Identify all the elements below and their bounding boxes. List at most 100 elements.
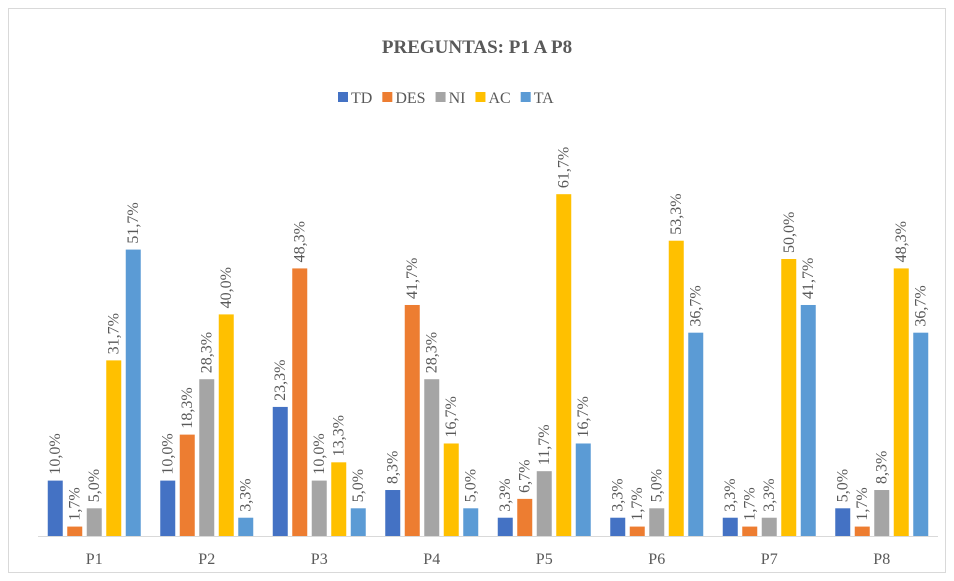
- legend-label: NI: [449, 90, 466, 107]
- bar: [913, 332, 929, 536]
- bar: [47, 480, 63, 536]
- x-tick-label: P3: [311, 551, 328, 568]
- bar: [800, 304, 816, 536]
- data-label: 53,3%: [668, 193, 685, 234]
- bar: [874, 490, 890, 536]
- bar: [424, 379, 440, 536]
- x-tick-label: P8: [873, 551, 890, 568]
- bar: [893, 268, 909, 536]
- legend-label: TD: [351, 90, 372, 107]
- bar: [781, 259, 797, 536]
- data-label: 5,0%: [350, 469, 367, 502]
- bar: [536, 471, 552, 536]
- bar: [86, 508, 102, 536]
- bar: [350, 508, 366, 536]
- bar: [125, 249, 141, 536]
- data-label: 40,0%: [218, 267, 235, 308]
- data-label: 1,7%: [854, 487, 871, 520]
- data-label: 41,7%: [800, 258, 817, 299]
- legend-swatch: [435, 92, 446, 102]
- x-tick-label: P1: [86, 551, 103, 568]
- legend-swatch: [520, 92, 531, 102]
- data-label: 3,3%: [722, 478, 739, 511]
- legend-label: DES: [395, 90, 425, 107]
- data-label: 11,7%: [536, 424, 553, 465]
- legend-swatch: [475, 92, 486, 102]
- data-label: 3,3%: [761, 478, 778, 511]
- bar: [463, 508, 479, 536]
- data-label: 31,7%: [106, 313, 123, 354]
- bar: [199, 379, 215, 536]
- legend-swatch: [382, 92, 393, 102]
- bar: [649, 508, 665, 536]
- bar: [272, 406, 288, 536]
- data-label: 5,0%: [835, 469, 852, 502]
- bar: [331, 462, 347, 536]
- bar: [311, 480, 327, 536]
- x-tick-label: P6: [648, 551, 665, 568]
- data-label: 28,3%: [199, 332, 216, 373]
- bar: [179, 434, 195, 536]
- data-label: 3,3%: [497, 478, 514, 511]
- data-label: 50,0%: [781, 212, 798, 253]
- legend-label: AC: [488, 90, 510, 107]
- data-label: 3,3%: [238, 478, 255, 511]
- legend-label: TA: [534, 90, 554, 107]
- data-label: 8,3%: [874, 451, 891, 484]
- data-label: 36,7%: [688, 285, 705, 326]
- data-label: 16,7%: [575, 396, 592, 437]
- bar: [610, 517, 626, 536]
- data-label: 10,0%: [47, 433, 64, 474]
- data-label: 23,3%: [272, 360, 289, 401]
- bar: [517, 498, 533, 536]
- legend-swatch: [338, 92, 348, 102]
- data-label: 48,3%: [893, 221, 910, 262]
- data-label: 5,0%: [86, 469, 103, 502]
- data-label: 3,3%: [610, 478, 627, 511]
- x-tick-label: P7: [761, 551, 778, 568]
- bar: [629, 526, 645, 536]
- data-label: 10,0%: [160, 433, 177, 474]
- bar: [238, 517, 254, 536]
- data-label: 5,0%: [463, 469, 480, 502]
- x-tick-label: P5: [536, 551, 553, 568]
- data-label: 28,3%: [424, 332, 441, 373]
- data-label: 16,7%: [443, 396, 460, 437]
- bar: [854, 526, 870, 536]
- bar: [292, 268, 308, 536]
- data-label: 36,7%: [913, 285, 930, 326]
- bar: [722, 517, 738, 536]
- data-label: 41,7%: [404, 258, 421, 299]
- data-label: 1,7%: [742, 487, 759, 520]
- chart-title: PREGUNTAS: P1 A P8: [382, 37, 572, 58]
- bar: [556, 194, 572, 536]
- x-tick-label: P2: [198, 551, 215, 568]
- data-label: 61,7%: [556, 147, 573, 188]
- bar: [160, 480, 176, 536]
- data-label: 48,3%: [292, 221, 309, 262]
- data-label: 13,3%: [331, 415, 348, 456]
- data-label: 1,7%: [67, 487, 84, 520]
- bar: [385, 490, 401, 536]
- data-label: 10,0%: [311, 433, 328, 474]
- data-label: 1,7%: [629, 487, 646, 520]
- bar: [67, 526, 83, 536]
- bar: [497, 517, 513, 536]
- data-label: 51,7%: [125, 202, 142, 243]
- data-label: 6,7%: [517, 460, 534, 493]
- bar: [688, 332, 704, 536]
- bar: [668, 240, 684, 536]
- data-label: 18,3%: [179, 387, 196, 428]
- bar: [404, 304, 420, 536]
- bar: [106, 360, 122, 536]
- bar: [761, 517, 777, 536]
- bar: [218, 314, 234, 536]
- bar: [835, 508, 851, 536]
- bar: [742, 526, 758, 536]
- bar: [575, 443, 591, 536]
- bar: [443, 443, 459, 536]
- data-label: 5,0%: [649, 469, 666, 502]
- data-label: 8,3%: [385, 451, 402, 484]
- x-tick-label: P4: [423, 551, 440, 568]
